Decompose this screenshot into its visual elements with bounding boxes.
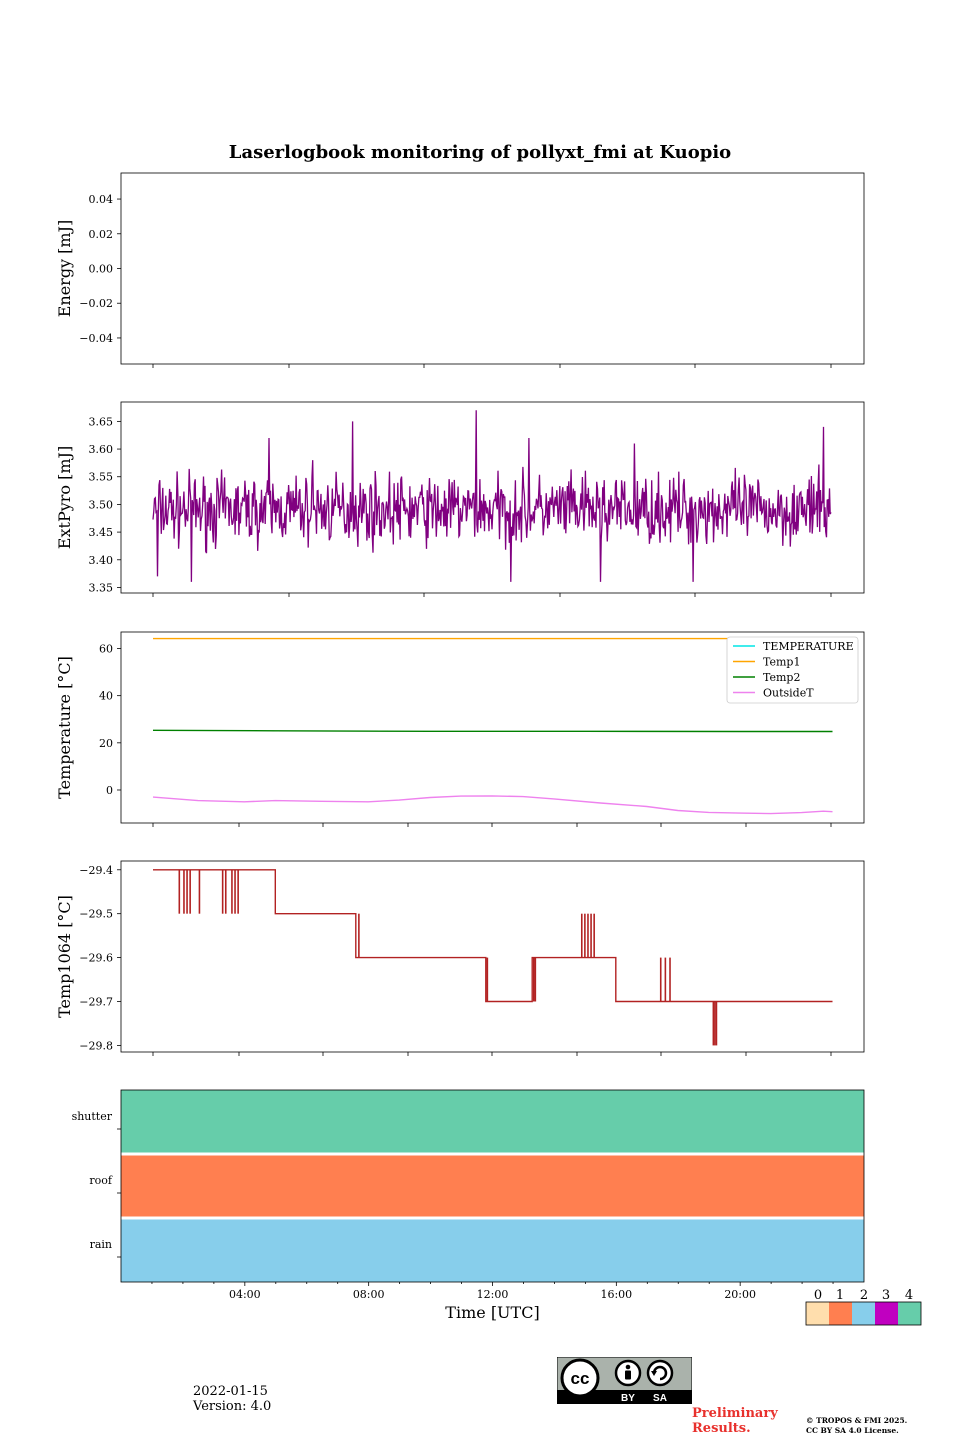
colorbar-swatch-0	[806, 1302, 829, 1325]
x-tick-label: 16:00	[600, 1288, 632, 1301]
y-tick-label: −0.04	[79, 332, 113, 345]
y-axis-label: Temperature [°C]	[55, 656, 74, 799]
status-band-roof	[121, 1155, 864, 1217]
copyright-note: © TROPOS & FMI 2025. CC BY SA 4.0 Licens…	[806, 1416, 956, 1436]
y-tick-label: 0.02	[89, 228, 114, 241]
colorbar-label: 0	[814, 1288, 822, 1303]
status-band-shutter	[121, 1090, 864, 1153]
y-tick-label: 3.40	[89, 554, 114, 567]
x-tick-label: 08:00	[353, 1288, 385, 1301]
series-line-outsidet	[152, 795, 833, 815]
figure-title: Laserlogbook monitoring of pollyxt_fmi a…	[229, 142, 731, 163]
plot-frame	[120, 172, 865, 365]
y-tick-label: −0.02	[79, 297, 113, 310]
colorbar-label: 1	[836, 1288, 844, 1303]
y-tick-label: 20	[99, 737, 113, 750]
row-label: roof	[89, 1174, 113, 1187]
row-label: shutter	[72, 1110, 113, 1123]
y-tick-label: 3.65	[89, 415, 114, 428]
colorbar-swatch-4	[898, 1302, 921, 1325]
y-tick-label: −29.7	[79, 996, 113, 1009]
panel-4: shutter roof rain 04:00 08:00 12:00 16:00 20:00…	[72, 1089, 865, 1322]
series-line-temp2	[152, 729, 833, 733]
colorbar-label: 2	[860, 1288, 868, 1303]
legend-entry: Temp2	[763, 671, 800, 684]
license-by-label: BY	[621, 1393, 635, 1404]
y-tick-label: 3.60	[89, 443, 114, 456]
cc-icon-text: cc	[571, 1369, 590, 1388]
legend: TEMPERATURE Temp1 Temp2 OutsideT	[726, 636, 859, 704]
copyright-line-2: CC BY SA 4.0 License.	[806, 1426, 899, 1435]
row-label: rain	[90, 1238, 112, 1251]
panel-0: 0.04 0.02 0.00 −0.02 −0.04 Energy [mJ]	[55, 172, 865, 368]
y-tick-label: 3.55	[89, 471, 114, 484]
x-tick-label: 04:00	[229, 1288, 261, 1301]
y-tick-label: 0.00	[89, 263, 114, 276]
y-tick-label: 0	[106, 784, 113, 797]
cc-by-sa-license-icon: cc BY SA	[557, 1357, 692, 1404]
y-tick-label: 0.04	[89, 193, 114, 206]
status-band-rain	[121, 1219, 864, 1282]
y-tick-label: −29.8	[79, 1039, 113, 1052]
y-tick-label: −29.4	[79, 864, 113, 877]
y-axis-label: Energy [mJ]	[55, 220, 74, 318]
footer-date-block: 2022-01-15 Version: 4.0	[193, 1384, 271, 1414]
extpyro-line	[152, 410, 832, 582]
x-axis-label: Time [UTC]	[445, 1303, 539, 1322]
y-tick-label: 3.45	[89, 526, 114, 539]
x-tick-label: 12:00	[477, 1288, 509, 1301]
y-tick-label: −29.5	[79, 908, 113, 921]
panel-3: −29.4 −29.5 −29.6 −29.7 −29.8 Temp1064 [°C]	[55, 860, 865, 1056]
temp1064-line	[153, 869, 833, 1003]
panel-1: 3.65 3.60 3.55 3.50 3.45 3.40 3.35 ExtPyro [mJ]	[55, 401, 865, 597]
legend-box	[726, 636, 859, 704]
preliminary-results-note: Preliminary Results.	[692, 1406, 778, 1436]
legend-entry: Temp1	[763, 656, 800, 669]
y-tick-label: 40	[99, 690, 113, 703]
y-axis-label: ExtPyro [mJ]	[55, 446, 74, 549]
y-tick-label: 3.50	[89, 498, 114, 511]
version-label: Version: 4.0	[193, 1399, 272, 1414]
x-tick-label: 20:00	[724, 1288, 756, 1301]
copyright-line-1: © TROPOS & FMI 2025.	[806, 1416, 908, 1425]
y-axis-label: Temp1064 [°C]	[55, 895, 74, 1018]
y-tick-label: 3.35	[89, 581, 114, 594]
y-tick-label: −29.6	[79, 952, 113, 965]
colorbar-swatch-1	[829, 1302, 852, 1325]
date-label: 2022-01-15	[193, 1384, 268, 1399]
colorbar-swatch-2	[852, 1302, 875, 1325]
colorbar-label: 3	[882, 1288, 890, 1303]
colorbar-label: 4	[905, 1288, 913, 1303]
colorbar-swatch-3	[875, 1302, 898, 1325]
legend-entry: OutsideT	[763, 687, 814, 700]
legend-entry: TEMPERATURE	[763, 640, 854, 653]
y-tick-label: 60	[99, 643, 113, 656]
colorbar-frame	[805, 1301, 922, 1326]
license-sa-label: SA	[653, 1393, 667, 1404]
plot-frame	[120, 860, 865, 1053]
